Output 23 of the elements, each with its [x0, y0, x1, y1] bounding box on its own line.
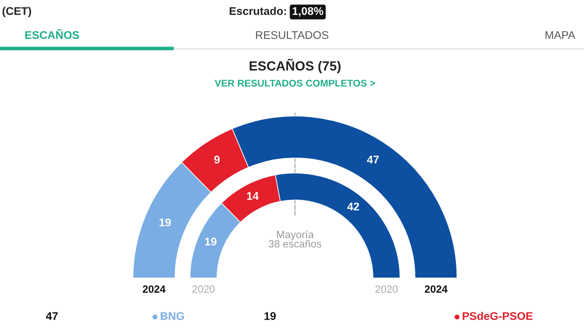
data-label: 9: [214, 156, 220, 164]
text: 19: [264, 312, 276, 320]
text: (CET): [2, 6, 32, 18]
text: Mayoría 38 escaños: [268, 230, 322, 248]
text: 2024: [424, 285, 448, 293]
text: ESCAÑOS (75): [250, 58, 341, 74]
legend-label: PSdeG-PSOE: [462, 312, 533, 320]
text: MAPA: [546, 31, 576, 39]
data-label: 19: [160, 218, 171, 226]
slice-label: 2020: [192, 285, 215, 293]
text: VER RESULTADOS COMPLETOS >: [214, 80, 375, 87]
text: 1,08%: [292, 7, 324, 17]
text: RESULTADOS: [256, 31, 328, 39]
text: 47: [46, 312, 58, 320]
text: Escrutado:: [230, 6, 286, 15]
data-label: 19: [205, 238, 216, 246]
text: 2020: [375, 285, 398, 293]
data-label: 14: [247, 192, 259, 200]
data-label: 42: [347, 202, 360, 210]
text: ESCAÑOS: [25, 28, 80, 39]
slice-label: 2024: [142, 285, 166, 293]
data-label: 47: [367, 156, 379, 164]
legend-label: BNG: [160, 312, 184, 320]
